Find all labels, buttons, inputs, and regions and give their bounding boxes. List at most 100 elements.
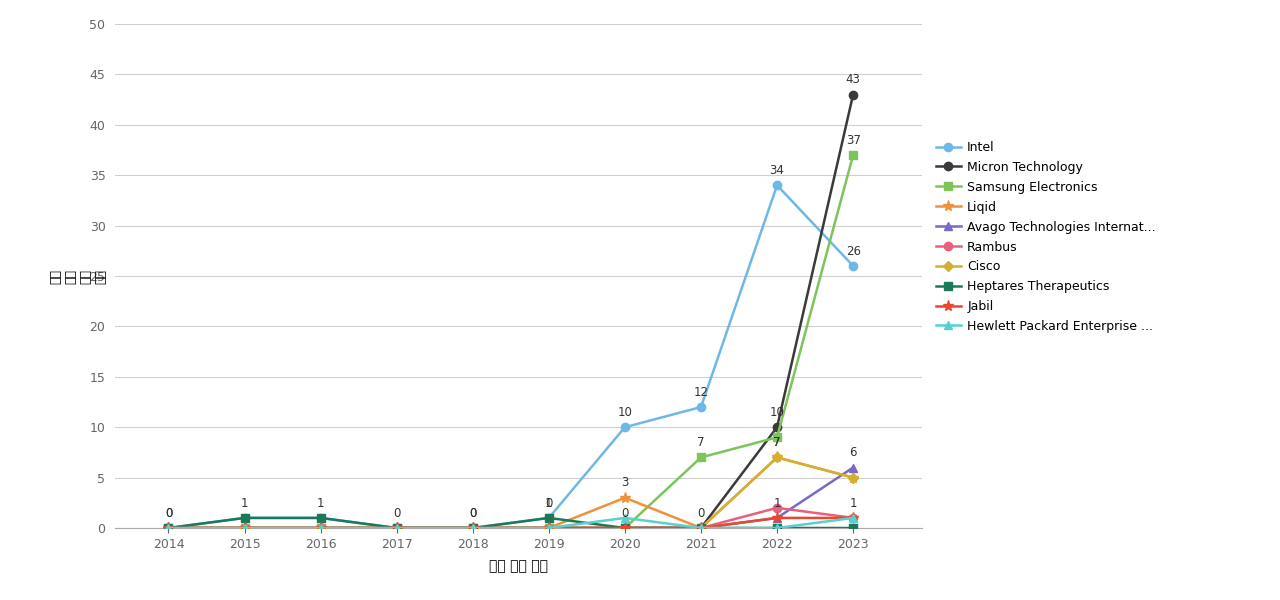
Line: Micron Technology: Micron Technology: [164, 91, 858, 532]
Rambus: [617, 524, 632, 532]
Text: 0: 0: [468, 506, 476, 520]
Line: Avago Technologies Internat...: Avago Technologies Internat...: [164, 463, 858, 532]
Hewlett Packard Enterprise ...: [541, 524, 557, 532]
Heptares Therapeutics: [769, 524, 785, 532]
Heptares Therapeutics: [161, 524, 177, 532]
Intel: [541, 514, 557, 521]
Hewlett Packard Enterprise ...: [465, 524, 480, 532]
Heptares Therapeutics: [541, 514, 557, 521]
Jabil: [846, 514, 861, 521]
Intel: [161, 524, 177, 532]
Line: Hewlett Packard Enterprise ...: Hewlett Packard Enterprise ...: [164, 514, 858, 532]
Liqid: [389, 524, 404, 532]
Hewlett Packard Enterprise ...: [237, 524, 252, 532]
Samsung Electronics: [846, 151, 861, 158]
Avago Technologies Internat...: [312, 524, 328, 532]
Cisco: [541, 524, 557, 532]
Liqid: [617, 494, 632, 502]
Text: 0: 0: [393, 506, 401, 520]
Samsung Electronics: [389, 524, 404, 532]
Samsung Electronics: [161, 524, 177, 532]
Hewlett Packard Enterprise ...: [694, 524, 709, 532]
Text: 0: 0: [165, 506, 172, 520]
Heptares Therapeutics: [465, 524, 480, 532]
Legend: Intel, Micron Technology, Samsung Electronics, Liqid, Avago Technologies Interna: Intel, Micron Technology, Samsung Electr…: [936, 141, 1156, 333]
Samsung Electronics: [541, 524, 557, 532]
Text: 0: 0: [468, 506, 476, 520]
Jabil: [541, 524, 557, 532]
Micron Technology: [389, 524, 404, 532]
Line: Liqid: Liqid: [163, 452, 859, 533]
Hewlett Packard Enterprise ...: [617, 514, 632, 521]
Jabil: [769, 514, 785, 521]
Line: Jabil: Jabil: [163, 512, 859, 533]
Text: 37: 37: [846, 134, 860, 147]
Samsung Electronics: [617, 524, 632, 532]
Avago Technologies Internat...: [465, 524, 480, 532]
Hewlett Packard Enterprise ...: [846, 514, 861, 521]
Jabil: [389, 524, 404, 532]
Samsung Electronics: [312, 524, 328, 532]
Rambus: [846, 514, 861, 521]
Hewlett Packard Enterprise ...: [161, 524, 177, 532]
Cisco: [465, 524, 480, 532]
Intel: [389, 524, 404, 532]
Rambus: [465, 524, 480, 532]
Text: 7: 7: [773, 436, 781, 449]
Heptares Therapeutics: [846, 524, 861, 532]
Liqid: [541, 524, 557, 532]
Liqid: [237, 524, 252, 532]
Micron Technology: [846, 91, 861, 98]
Avago Technologies Internat...: [769, 514, 785, 521]
Intel: [769, 182, 785, 189]
Line: Heptares Therapeutics: Heptares Therapeutics: [164, 514, 858, 532]
Avago Technologies Internat...: [694, 524, 709, 532]
Liqid: [846, 474, 861, 481]
Line: Intel: Intel: [164, 181, 858, 532]
Cisco: [312, 524, 328, 532]
Liqid: [694, 524, 709, 532]
Samsung Electronics: [237, 524, 252, 532]
Heptares Therapeutics: [312, 514, 328, 521]
Jabil: [617, 524, 632, 532]
Cisco: [161, 524, 177, 532]
Text: 1: 1: [545, 497, 553, 509]
Samsung Electronics: [694, 454, 709, 461]
Text: 26: 26: [846, 245, 860, 257]
Heptares Therapeutics: [617, 524, 632, 532]
Micron Technology: [465, 524, 480, 532]
Line: Rambus: Rambus: [164, 503, 858, 532]
Cisco: [237, 524, 252, 532]
Jabil: [694, 524, 709, 532]
Micron Technology: [769, 424, 785, 431]
Text: 0: 0: [545, 497, 553, 509]
X-axis label: 특허 발행 연도: 특허 발행 연도: [489, 559, 548, 573]
Text: 34: 34: [769, 164, 785, 177]
Micron Technology: [312, 524, 328, 532]
Text: 12: 12: [694, 386, 709, 399]
Jabil: [161, 524, 177, 532]
Avago Technologies Internat...: [846, 464, 861, 471]
Line: Samsung Electronics: Samsung Electronics: [164, 151, 858, 532]
Rambus: [389, 524, 404, 532]
Heptares Therapeutics: [694, 524, 709, 532]
Text: 7: 7: [698, 436, 705, 449]
Avago Technologies Internat...: [541, 524, 557, 532]
Intel: [312, 514, 328, 521]
Text: 1: 1: [773, 497, 781, 509]
Text: 10: 10: [617, 406, 632, 419]
Intel: [617, 424, 632, 431]
Rambus: [694, 524, 709, 532]
Micron Technology: [694, 524, 709, 532]
Liqid: [769, 454, 785, 461]
Samsung Electronics: [465, 524, 480, 532]
Micron Technology: [541, 524, 557, 532]
Rambus: [312, 524, 328, 532]
Text: 10: 10: [769, 406, 785, 419]
Micron Technology: [237, 524, 252, 532]
Jabil: [465, 524, 480, 532]
Hewlett Packard Enterprise ...: [389, 524, 404, 532]
Rambus: [161, 524, 177, 532]
Avago Technologies Internat...: [237, 524, 252, 532]
Text: 3: 3: [621, 476, 628, 490]
